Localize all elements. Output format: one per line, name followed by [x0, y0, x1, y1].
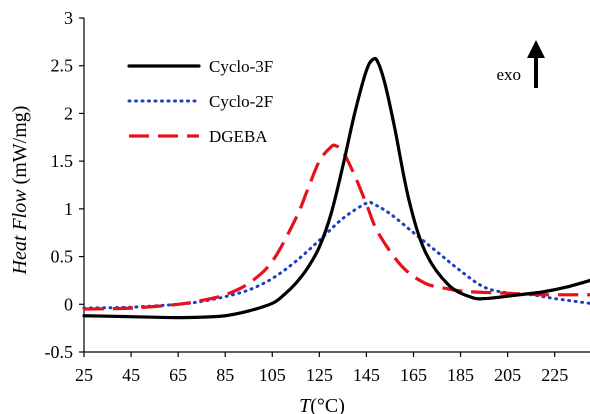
y-tick-label: -0.5: [45, 342, 74, 362]
legend-label-dgeba: DGEBA: [209, 127, 268, 146]
x-tick-label: 205: [494, 365, 521, 385]
x-tick-label: 25: [75, 365, 93, 385]
y-tick-label: 1.5: [51, 151, 74, 171]
y-axis-title: Heat Flow (mW/mg): [9, 106, 31, 276]
x-tick-label: 165: [400, 365, 427, 385]
x-tick-label: 85: [216, 365, 234, 385]
series-layer: [82, 56, 590, 320]
y-tick-label: 0.5: [51, 247, 74, 267]
y-axis-title-unit: (mW/mg): [9, 106, 31, 185]
exo-arrow-icon: [527, 40, 545, 88]
series-line-dgeba: [83, 143, 590, 311]
exo-annotation: exo: [496, 40, 545, 88]
legend: Cyclo-3F Cyclo-2F DGEBA: [127, 57, 273, 146]
x-tick-label: 65: [169, 365, 187, 385]
x-tick-label: 105: [259, 365, 286, 385]
x-tick-label: 145: [353, 365, 380, 385]
y-tick-label: 2.5: [51, 56, 74, 76]
x-tick-label: 225: [541, 365, 568, 385]
y-tick-label: 3: [64, 8, 73, 28]
y-axis-title-italic: Heat Flow: [9, 189, 31, 276]
x-tick-label: 125: [306, 365, 333, 385]
x-tick-label: 185: [447, 365, 474, 385]
legend-label-cyclo-2f: Cyclo-2F: [209, 92, 273, 111]
legend-label-cyclo-3f: Cyclo-3F: [209, 57, 273, 76]
y-tick-label: 2: [64, 103, 73, 123]
axis-titles: T(°C) Heat Flow (mW/mg): [9, 106, 345, 414]
y-tick-label: 0: [64, 294, 73, 314]
exo-label: exo: [496, 65, 521, 84]
series-line-cyclo-3f: [82, 56, 590, 320]
x-axis-title: T(°C): [299, 395, 345, 414]
x-tick-label: 45: [122, 365, 140, 385]
y-tick-label: 1: [64, 199, 73, 219]
x-axis-title-italic: T: [299, 395, 312, 414]
axes-layer: -0.5 0 0.5 1 1.5 2 2.5 3 25 45 65 85 105 125 145 165 185…: [45, 8, 590, 385]
x-axis-title-unit: (°C): [310, 395, 345, 414]
